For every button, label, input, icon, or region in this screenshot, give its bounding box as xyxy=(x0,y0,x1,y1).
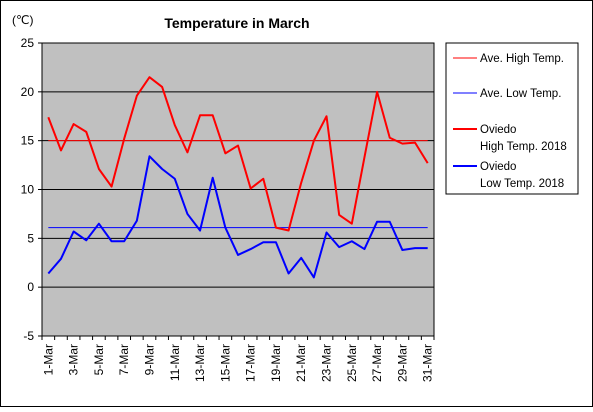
x-tick-label: 31-Mar xyxy=(421,344,435,382)
legend-box xyxy=(445,42,579,195)
x-tick-label: 11-Mar xyxy=(168,344,182,381)
x-tick-label: 19-Mar xyxy=(269,344,283,382)
x-tick-label: 23-Mar xyxy=(320,344,334,382)
x-tick-label: 9-Mar xyxy=(142,344,156,375)
x-tick-label: 17-Mar xyxy=(244,344,258,382)
y-tick-label: 20 xyxy=(21,85,35,99)
x-tick-label: 5-Mar xyxy=(92,344,106,375)
x-tick-label: 29-Mar xyxy=(395,344,409,382)
y-tick-label: 10 xyxy=(21,183,35,197)
x-tick-label: 25-Mar xyxy=(345,344,359,382)
series-oviedo-low-line xyxy=(47,155,428,279)
y-tick-label: 25 xyxy=(21,36,35,50)
legend: Ave. High Temp. Ave. Low Temp. Oviedo Hi… xyxy=(445,42,579,195)
y-tick-label: 0 xyxy=(27,280,34,294)
axis-layer: 25 20 15 10 5 0 -5 1-Mar 3-Mar 5-Mar 7-Mar 9-Mar 11-… xyxy=(21,36,435,382)
y-tick-label: -5 xyxy=(23,329,34,343)
x-tick-label: 13-Mar xyxy=(193,344,207,382)
x-tick-label: 3-Mar xyxy=(67,344,81,375)
legend-label-oviedo-high-2: High Temp. 2018 xyxy=(480,141,567,153)
y-tick-label: 5 xyxy=(27,231,34,245)
x-tick-label: 21-Mar xyxy=(294,344,308,382)
x-tick-label: 15-Mar xyxy=(218,344,232,382)
legend-label-oviedo-low-2: Low Temp. 2018 xyxy=(480,178,564,190)
legend-label-ave-high: Ave. High Temp. xyxy=(480,53,564,65)
legend-label-oviedo-high-1: Oviedo xyxy=(480,124,516,136)
legend-label-oviedo-low-1: Oviedo xyxy=(480,161,516,173)
unit-label: (℃) xyxy=(12,13,33,27)
y-tick-label: 15 xyxy=(21,134,35,148)
x-tick-label: 7-Mar xyxy=(117,344,131,375)
series-layer xyxy=(47,76,429,279)
x-tick-label: 1-Mar xyxy=(41,344,55,375)
series-oviedo-high-line xyxy=(47,76,429,232)
x-tick-label: 27-Mar xyxy=(370,344,384,382)
chart-title: Temperature in March xyxy=(164,15,309,31)
legend-label-ave-low: Ave. Low Temp. xyxy=(480,88,561,100)
